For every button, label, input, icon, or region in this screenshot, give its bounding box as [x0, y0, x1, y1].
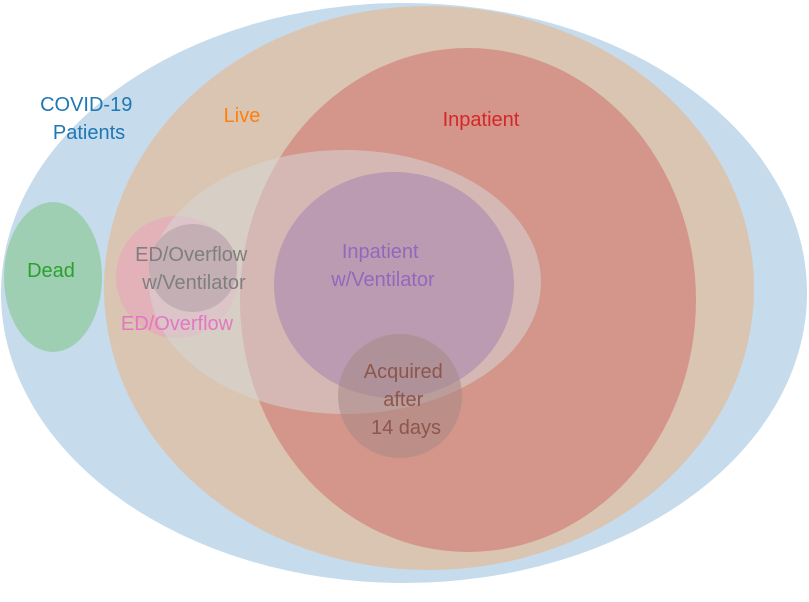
label-live-line: Live: [224, 105, 261, 127]
label-acquired-line: Acquired: [364, 361, 443, 383]
label-inpatient-line: Inpatient: [443, 109, 520, 131]
label-ed-overflow-ventilator: ED/Overflow w/Ventilator: [135, 244, 253, 294]
label-acquired-line: 14 days: [371, 417, 441, 439]
label-inpatient: Inpatient: [443, 109, 520, 131]
label-inpatient-ventilator-line: Inpatient: [342, 241, 419, 263]
set-dead-ellipse: [4, 202, 102, 352]
label-acquired: Acquired after 14 days: [364, 361, 449, 439]
label-dead-line: Dead: [27, 260, 75, 282]
label-inpatient-ventilator-line: w/Ventilator: [330, 269, 435, 291]
set-ed-overflow-ventilator-ellipse: [149, 224, 237, 312]
label-covid-line: Patients: [53, 122, 125, 144]
label-ed-overflow: ED/Overflow: [121, 313, 234, 335]
label-covid: COVID-19 Patients: [40, 94, 138, 144]
label-dead: Dead: [27, 260, 75, 282]
set-acquired-ellipse: [338, 334, 462, 458]
label-covid-line: COVID-19: [40, 94, 132, 116]
set-inpatient-ventilator-ellipse: [274, 172, 514, 398]
label-inpatient-ventilator: Inpatient w/Ventilator: [330, 241, 435, 291]
label-acquired-line: after: [383, 389, 423, 411]
label-ed-overflow-line: ED/Overflow: [121, 313, 234, 335]
label-ed-overflow-ventilator-line: w/Ventilator: [141, 272, 246, 294]
label-live: Live: [224, 105, 261, 127]
label-ed-overflow-ventilator-line: ED/Overflow: [135, 244, 248, 266]
